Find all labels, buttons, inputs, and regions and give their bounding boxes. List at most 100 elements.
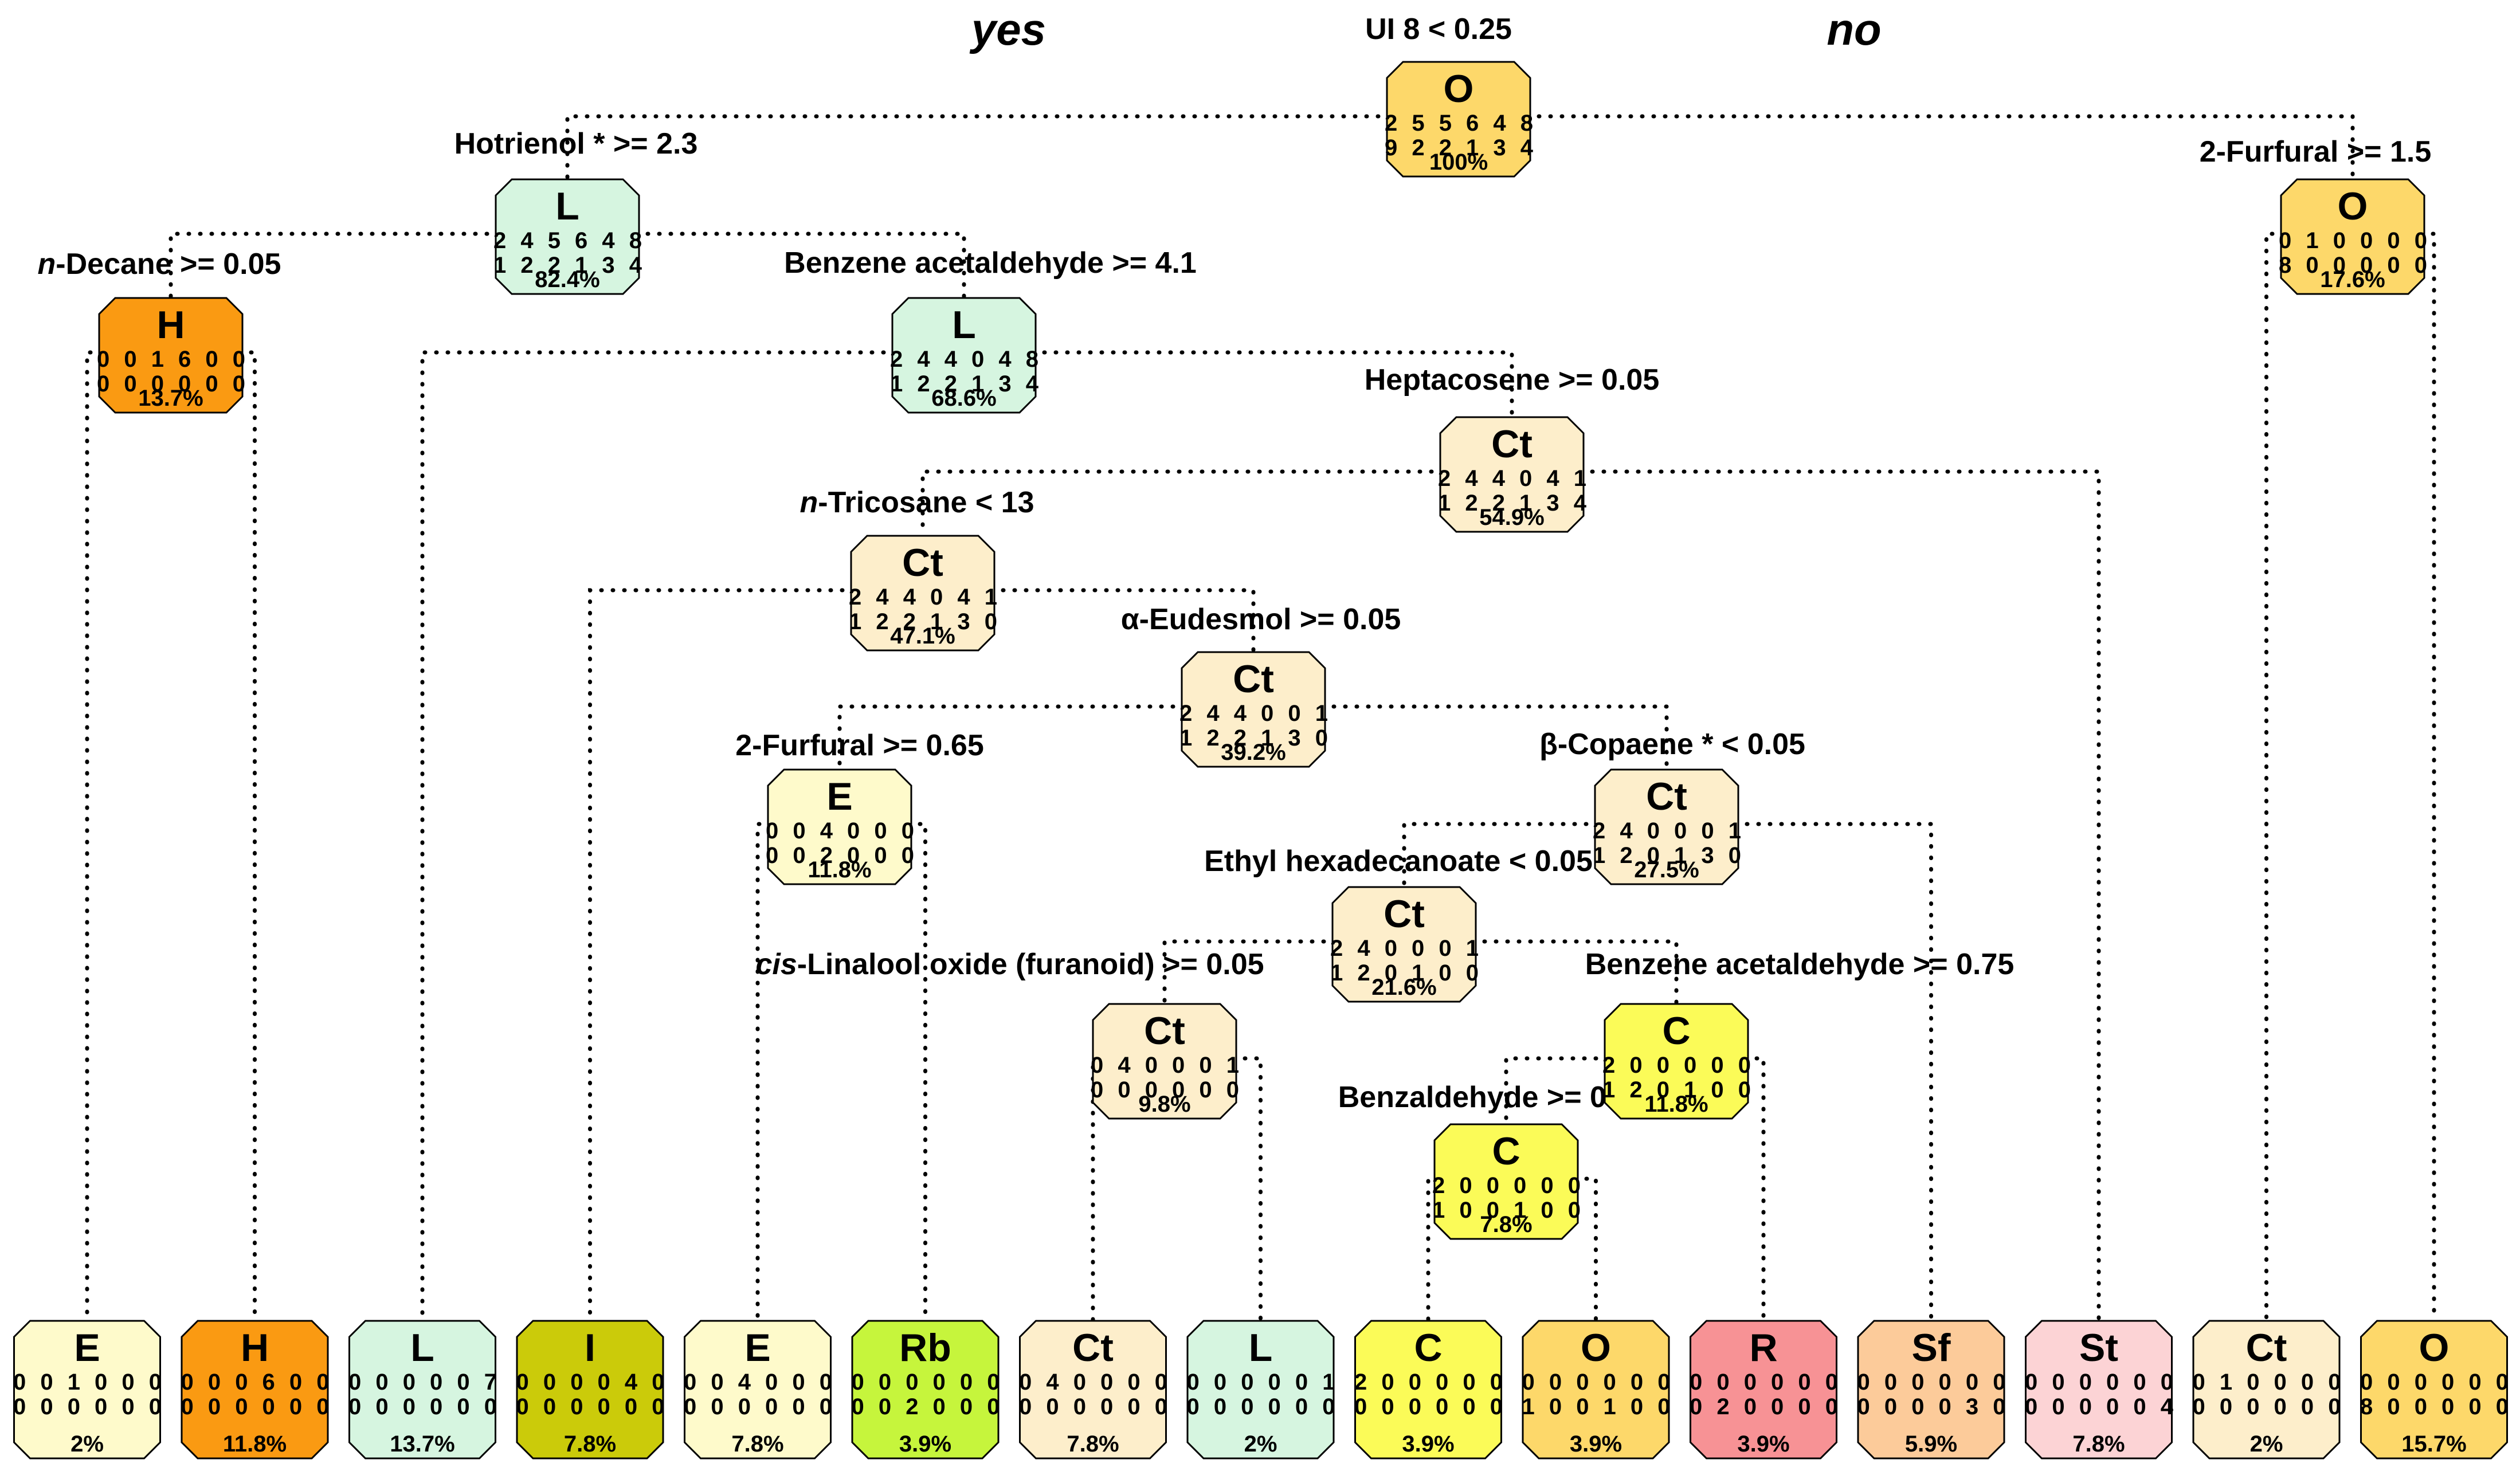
node-percent-n1: 100% bbox=[1429, 150, 1488, 175]
leaf-box-l8 bbox=[1186, 1320, 1335, 1460]
node-n4[interactable]: H0 0 1 6 0 00 0 0 0 0 013.7% bbox=[97, 297, 249, 414]
node-counts-row2-n11: 1 2 0 1 0 0 bbox=[1330, 960, 1483, 986]
leaf-counts-row1-l6: 0 0 0 0 0 0 bbox=[851, 1370, 1004, 1395]
node-class-n10: Ct bbox=[1646, 775, 1687, 818]
node-n10[interactable]: Ct2 4 0 0 0 11 2 0 1 3 027.5% bbox=[1593, 768, 1745, 885]
leaf-percent-l4: 7.8% bbox=[564, 1431, 616, 1457]
leaf-l2[interactable]: H0 0 0 6 0 00 0 0 0 0 0 11.8% bbox=[181, 1320, 333, 1460]
leaf-class-l3: L bbox=[410, 1326, 434, 1370]
split-label-n2: Hotrienol * >= 2.3 bbox=[454, 127, 698, 160]
leaf-l7[interactable]: Ct0 4 0 0 0 00 0 0 0 0 0 7.8% bbox=[1019, 1320, 1171, 1460]
node-counts-row1-n4: 0 0 1 6 0 0 bbox=[97, 347, 249, 372]
leaf-percent-l3: 13.7% bbox=[390, 1431, 454, 1457]
edge-n10-yes bbox=[1402, 822, 1669, 889]
leaf-l10[interactable]: O0 0 0 0 0 01 0 0 1 0 0 3.9% bbox=[1522, 1320, 1674, 1460]
split-label-n3: 2-Furfural >= 1.5 bbox=[2200, 135, 2432, 168]
leaf-counts-row1-l9: 2 0 0 0 0 0 bbox=[1354, 1370, 1507, 1395]
node-box-n8 bbox=[1181, 651, 1326, 768]
split-label-n12: cis-Linalool oxide (furanoid) >= 0.05 bbox=[755, 948, 1264, 981]
node-box-n12 bbox=[1092, 1003, 1237, 1120]
leaf-percent-l13: 7.8% bbox=[2072, 1431, 2125, 1457]
node-n9[interactable]: E0 0 4 0 0 00 0 2 0 0 011.8% bbox=[766, 768, 918, 885]
split-label-n10: β-Copaene * < 0.05 bbox=[1539, 728, 1805, 761]
leaf-l4[interactable]: I0 0 0 0 4 00 0 0 0 0 0 7.8% bbox=[516, 1320, 668, 1460]
leaf-l12[interactable]: Sf0 0 0 0 0 00 0 0 0 3 0 5.9% bbox=[1857, 1320, 2009, 1460]
leaf-counts-row2-l3: 0 0 0 0 0 0 bbox=[348, 1394, 501, 1419]
leaf-class-l5: E bbox=[744, 1326, 770, 1370]
leaf-counts-row1-l3: 0 0 0 0 0 7 bbox=[348, 1370, 501, 1395]
node-n13[interactable]: C2 0 0 0 0 01 2 0 1 0 011.8% bbox=[1602, 1003, 1755, 1120]
leaf-counts-row1-l10: 0 0 0 0 0 0 bbox=[1522, 1370, 1674, 1395]
leaf-box-l11 bbox=[1690, 1320, 1837, 1460]
leaf-box-l7 bbox=[1019, 1320, 1167, 1460]
leaf-percent-l7: 7.8% bbox=[1067, 1431, 1119, 1457]
node-n14[interactable]: C2 0 0 0 0 01 0 0 1 0 07.8% bbox=[1432, 1123, 1585, 1240]
node-box-n10 bbox=[1594, 768, 1739, 885]
leaf-l5[interactable]: E0 0 4 0 0 00 0 0 0 0 0 7.8% bbox=[684, 1320, 836, 1460]
edge-n11-no bbox=[1402, 939, 1679, 1006]
leaf-counts-row1-l11: 0 0 0 0 0 0 bbox=[1690, 1370, 1842, 1395]
leaf-box-l9 bbox=[1354, 1320, 1502, 1460]
edge-n9-yes bbox=[755, 822, 842, 1323]
node-n2[interactable]: L2 4 5 6 4 81 2 2 1 3 482.4% bbox=[493, 178, 646, 295]
yes-direction-label: yes bbox=[969, 4, 1046, 54]
edge-n10-no bbox=[1664, 822, 1933, 1323]
split-label-n6: Heptacosene >= 0.05 bbox=[1365, 363, 1660, 397]
leaf-counts-row1-l13: 0 0 0 0 0 0 bbox=[2025, 1370, 2177, 1395]
node-percent-n14: 7.8% bbox=[1480, 1212, 1532, 1237]
edge-n8-no bbox=[1251, 704, 1669, 772]
leaf-l11[interactable]: R0 0 0 0 0 00 2 0 0 0 0 3.9% bbox=[1690, 1320, 1842, 1460]
node-counts-row1-n2: 2 4 5 6 4 8 bbox=[493, 228, 646, 253]
leaf-l14[interactable]: Ct0 1 0 0 0 00 0 0 0 0 0 2% bbox=[2192, 1320, 2345, 1460]
leaf-box-l10 bbox=[1522, 1320, 1670, 1460]
no-direction-label: no bbox=[1827, 4, 1881, 54]
leaf-counts-row2-l11: 0 2 0 0 0 0 bbox=[1690, 1394, 1842, 1419]
node-class-n14: C bbox=[1492, 1129, 1520, 1173]
leaf-l6[interactable]: Rb0 0 0 0 0 00 0 2 0 0 0 3.9% bbox=[851, 1320, 1004, 1460]
leaf-l13[interactable]: St0 0 0 0 0 00 0 0 0 0 4 7.8% bbox=[2025, 1320, 2177, 1460]
leaf-class-l14: Ct bbox=[2246, 1326, 2287, 1370]
leaf-l3[interactable]: L0 0 0 0 0 70 0 0 0 0 0 13.7% bbox=[348, 1320, 501, 1460]
leaf-class-l7: Ct bbox=[1072, 1326, 1114, 1370]
split-label-n1: UI 8 < 0.25 bbox=[1365, 13, 1512, 46]
node-counts-row1-n5: 2 4 4 0 4 8 bbox=[890, 347, 1043, 372]
node-n7[interactable]: Ct2 4 4 0 4 11 2 2 1 3 047.1% bbox=[849, 535, 1001, 652]
node-n5[interactable]: L2 4 4 0 4 81 2 2 1 3 468.6% bbox=[890, 297, 1043, 414]
edge-n8-yes bbox=[837, 704, 1256, 772]
node-class-n4: H bbox=[156, 303, 185, 347]
leaf-box-l4 bbox=[516, 1320, 664, 1460]
node-n12[interactable]: Ct0 4 0 0 0 10 0 0 0 0 09.8% bbox=[1091, 1003, 1243, 1120]
leaf-l1[interactable]: E0 0 1 0 0 00 0 0 0 0 0 2% bbox=[13, 1320, 166, 1460]
leaf-counts-row2-l1: 0 0 0 0 0 0 bbox=[13, 1394, 166, 1419]
leaf-l9[interactable]: C2 0 0 0 0 00 0 0 0 0 0 3.9% bbox=[1354, 1320, 1507, 1460]
node-percent-n5: 68.6% bbox=[931, 386, 996, 411]
node-counts-row2-n9: 0 0 2 0 0 0 bbox=[766, 843, 918, 868]
node-n6[interactable]: Ct2 4 4 0 4 11 2 2 1 3 454.9% bbox=[1438, 416, 1590, 533]
leaf-counts-row2-l7: 0 0 0 0 0 0 bbox=[1019, 1394, 1171, 1419]
edge-n6-yes bbox=[920, 469, 1514, 538]
leaf-percent-l12: 5.9% bbox=[1905, 1431, 1957, 1457]
node-class-n13: C bbox=[1662, 1009, 1690, 1053]
node-percent-n7: 47.1% bbox=[890, 623, 955, 649]
leaf-box-l15 bbox=[2360, 1320, 2508, 1460]
node-box-n4 bbox=[98, 297, 244, 414]
leaf-l15[interactable]: O0 0 0 0 0 08 0 0 0 0 0 15.7% bbox=[2360, 1320, 2513, 1460]
node-counts-row1-n11: 2 4 0 0 0 1 bbox=[1330, 936, 1483, 961]
leaf-counts-row2-l2: 0 0 0 0 0 0 bbox=[181, 1394, 333, 1419]
leaf-counts-row2-l14: 0 0 0 0 0 0 bbox=[2192, 1394, 2345, 1419]
node-class-n5: L bbox=[952, 303, 976, 347]
node-n8[interactable]: Ct2 4 4 0 0 11 2 2 1 3 039.2% bbox=[1179, 651, 1332, 768]
node-counts-row2-n14: 1 0 0 1 0 0 bbox=[1432, 1198, 1585, 1223]
node-counts-row2-n8: 1 2 2 1 3 0 bbox=[1179, 725, 1332, 751]
node-class-n3: O bbox=[2338, 185, 2368, 228]
node-n3[interactable]: O0 1 0 0 0 08 0 0 0 0 017.6% bbox=[2279, 178, 2431, 295]
leaf-percent-l10: 3.9% bbox=[1570, 1431, 1622, 1457]
node-counts-row1-n7: 2 4 4 0 4 1 bbox=[849, 584, 1001, 610]
node-n11[interactable]: Ct2 4 0 0 0 11 2 0 1 0 021.6% bbox=[1330, 886, 1483, 1003]
leaf-l8[interactable]: L0 0 0 0 0 10 0 0 0 0 0 2% bbox=[1186, 1320, 1339, 1460]
node-box-n11 bbox=[1331, 886, 1477, 1003]
node-box-n14 bbox=[1433, 1123, 1579, 1240]
edge-n1-no bbox=[1456, 114, 2355, 182]
leaf-counts-row2-l9: 0 0 0 0 0 0 bbox=[1354, 1394, 1507, 1419]
